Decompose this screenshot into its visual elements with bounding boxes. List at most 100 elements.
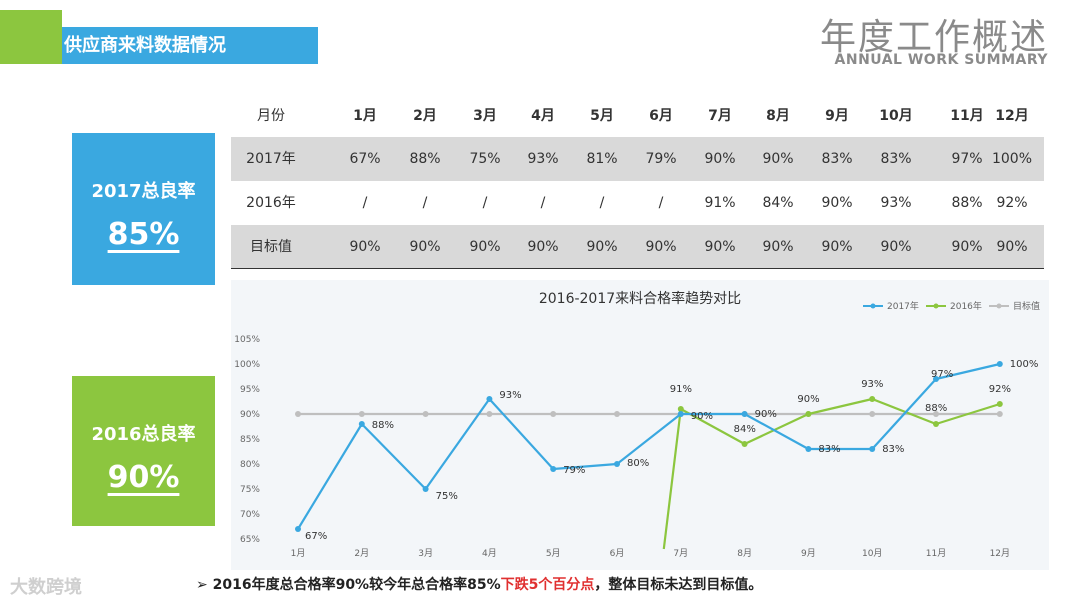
x-tick-label: 8月 <box>737 548 752 559</box>
data-label: 83% <box>882 444 904 455</box>
table-cell: 97% <box>951 151 983 167</box>
data-label: 84% <box>734 424 756 435</box>
data-point <box>869 396 876 402</box>
x-tick-label: 9月 <box>801 548 816 559</box>
table-cell: 84% <box>762 195 794 211</box>
data-label: 91% <box>670 384 692 395</box>
table-row: 目标值 90% 90% 90% 90% 90% 90% 90% 90% 90% 90% 90% 90% <box>231 225 1044 269</box>
data-point <box>486 396 493 402</box>
table-cell: 90% <box>821 195 853 211</box>
table-cell: 81% <box>586 151 618 167</box>
table-cell: 88% <box>951 195 983 211</box>
data-label: 83% <box>818 444 840 455</box>
x-tick-label: 2月 <box>354 548 369 559</box>
data-point <box>550 466 557 472</box>
legend-marker <box>933 303 939 309</box>
table-cell: 100% <box>991 151 1033 167</box>
data-point <box>996 401 1003 407</box>
y-tick-label: 95% <box>240 385 260 395</box>
data-point <box>422 486 429 492</box>
data-point <box>869 411 876 417</box>
table-cell: 90% <box>409 239 441 255</box>
data-point <box>805 411 812 417</box>
table-cell: 90% <box>527 239 559 255</box>
series-line-0 <box>297 362 1001 530</box>
data-label: 80% <box>627 458 649 469</box>
table-cell: 79% <box>645 151 677 167</box>
x-tick-label: 4月 <box>482 548 497 559</box>
y-tick-label: 65% <box>240 535 260 545</box>
table-cell: 88% <box>409 151 441 167</box>
data-point <box>295 526 301 532</box>
table-cell: 90% <box>762 239 794 255</box>
data-point <box>996 361 1003 367</box>
x-tick-label: 10月 <box>862 548 882 559</box>
x-tick-label: 3月 <box>418 548 433 559</box>
data-label: 93% <box>861 379 883 390</box>
table-header-cell: 1月 <box>353 108 377 124</box>
rate-value: 90% <box>107 460 180 495</box>
table-cell: / <box>422 195 428 211</box>
data-point <box>805 446 812 452</box>
table-cell: 90% <box>880 239 912 255</box>
data-label: 67% <box>305 531 327 542</box>
data-label: 88% <box>925 403 947 414</box>
data-point <box>933 411 939 417</box>
data-label: 100% <box>1010 359 1039 370</box>
table-cell: 83% <box>880 151 912 167</box>
table-header-cell: 12月 <box>995 108 1029 124</box>
x-tick-label: 1月 <box>291 548 306 559</box>
legend-label: 目标值 <box>1013 300 1040 312</box>
table-cell: 93% <box>880 195 912 211</box>
data-point <box>614 411 620 417</box>
y-tick-label: 70% <box>240 510 260 520</box>
table-cell: 83% <box>821 151 853 167</box>
table-row: 2016年 / / / / / / 91% 84% 90% 93% 88% 92% <box>231 181 1044 225</box>
data-point <box>677 411 684 417</box>
table-cell: 67% <box>349 151 381 167</box>
data-point <box>996 411 1003 417</box>
note-text-end: ，整体目标未达到目标值。 <box>594 577 763 593</box>
data-label: 93% <box>499 390 521 401</box>
data-label: 97% <box>931 369 953 380</box>
y-tick-label: 85% <box>240 435 260 445</box>
table-header-cell: 4月 <box>531 108 555 124</box>
data-point <box>358 421 365 427</box>
table-cell: 90% <box>821 239 853 255</box>
data-point <box>358 411 365 417</box>
table-header-cell: 7月 <box>708 108 732 124</box>
table-header-cell: 9月 <box>825 108 849 124</box>
table-header-cell: 10月 <box>879 108 913 124</box>
data-label: 79% <box>563 465 585 476</box>
legend-label: 2017年 <box>887 300 919 312</box>
table-cell: 90% <box>996 239 1028 255</box>
table-header-cell: 11月 <box>950 108 984 124</box>
table-cell: 91% <box>704 195 736 211</box>
table-cell: / <box>482 195 488 211</box>
y-tick-label: 80% <box>240 460 260 470</box>
table-cell: / <box>599 195 605 211</box>
table-cell: 90% <box>586 239 618 255</box>
table-header-cell: 8月 <box>766 108 790 124</box>
data-point <box>933 421 939 427</box>
table-cell: 90% <box>951 239 983 255</box>
data-point <box>677 406 684 412</box>
table-cell: 2017年 <box>246 151 296 167</box>
table-header-row: 月份 1月 2月 3月 4月 5月 6月 7月 8月 9月 10月 11月 12月 <box>231 94 1044 138</box>
rate-box-2017: 2017总良率 85% <box>72 133 215 285</box>
data-point <box>741 441 748 447</box>
data-point <box>933 376 939 382</box>
table-cell: / <box>540 195 546 211</box>
data-point <box>869 446 876 452</box>
table-cell: 90% <box>469 239 501 255</box>
table-cell: 90% <box>762 151 794 167</box>
data-label: 90% <box>755 409 777 420</box>
table-header-cell: 5月 <box>590 108 614 124</box>
y-tick-label: 105% <box>234 335 260 345</box>
trend-chart: 2016-2017来料合格率趋势对比 65% 70% 75% 80% 85% 90% 95% 1… <box>231 280 1049 570</box>
x-tick-label: 6月 <box>610 548 625 559</box>
rate-label: 2016总良率 <box>91 424 196 445</box>
rate-value: 85% <box>107 217 180 252</box>
table-cell: 90% <box>645 239 677 255</box>
table-header-cell: 3月 <box>473 108 497 124</box>
